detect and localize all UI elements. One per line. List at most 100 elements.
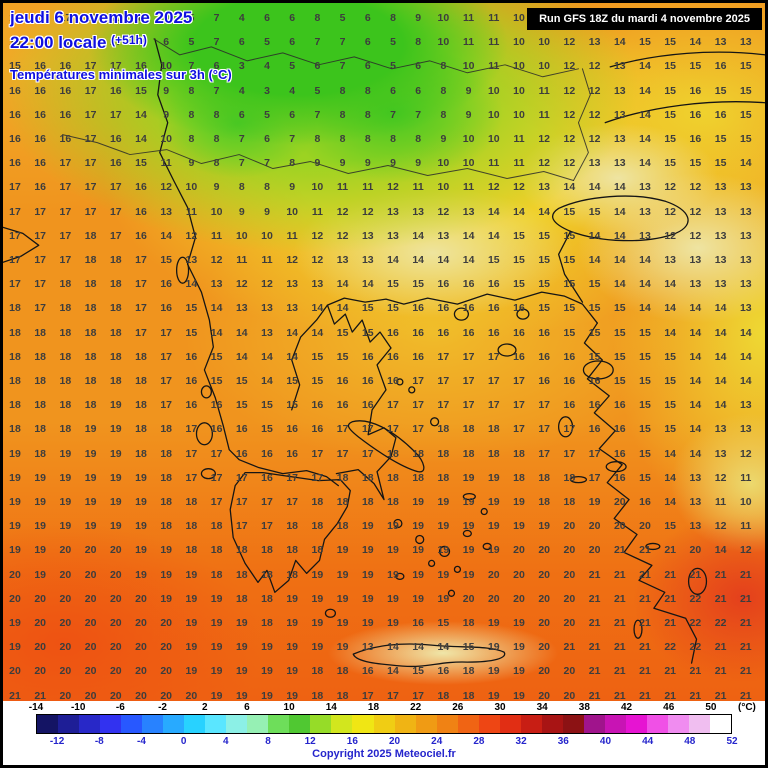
temp-value: 15: [689, 157, 702, 170]
temp-value: 7: [264, 157, 270, 170]
colorbar-segment: [604, 715, 626, 733]
temp-value: 15: [588, 302, 601, 315]
temp-value: 22: [689, 617, 702, 629]
temp-value: 16: [513, 326, 525, 339]
temp-value: 8: [339, 133, 346, 145]
temp-value: 15: [613, 375, 626, 387]
temp-value: 15: [639, 36, 651, 49]
temp-value: 10: [437, 36, 450, 49]
temp-value: 6: [213, 60, 220, 73]
temp-value: 12: [714, 471, 727, 484]
temp-value: 19: [135, 544, 147, 557]
temp-value: 20: [84, 689, 97, 701]
island-thasos: [453, 307, 469, 321]
colorbar-segment: [541, 715, 563, 733]
temp-value: 19: [261, 689, 273, 701]
temp-value: 12: [311, 229, 324, 242]
temp-value: 20: [513, 544, 525, 557]
temp-value: 10: [513, 36, 525, 49]
temp-value: 19: [437, 520, 450, 533]
temp-value: 18: [9, 423, 21, 436]
temp-value: 10: [311, 181, 324, 194]
temp-value: 18: [185, 520, 198, 533]
temp-value: 8: [188, 84, 195, 97]
temp-value: 15: [664, 157, 677, 170]
temp-value: 20: [588, 520, 601, 533]
temp-value: 14: [639, 133, 651, 145]
temp-value: 16: [689, 84, 702, 97]
temp-value: 21: [714, 665, 727, 678]
temp-value: 14: [639, 254, 651, 266]
temp-value: 8: [213, 157, 220, 170]
temp-value: 16: [210, 399, 223, 412]
temp-value: 18: [84, 399, 97, 412]
weather-map[interactable]: 16 16 17 16 16 8 3 5 7 4 6 6 8 5 6 8 9 10 11 11 10 12 13 14 15 15…: [3, 3, 765, 701]
temp-value: 17: [84, 84, 97, 97]
temp-value: 15: [613, 350, 626, 363]
temp-value: 18: [160, 520, 173, 533]
island-limnos: [497, 343, 517, 357]
temp-value: 19: [387, 617, 399, 629]
temp-value: 17: [34, 278, 47, 291]
temp-value: 19: [336, 641, 349, 654]
temp-value: 16: [135, 36, 147, 49]
temp-value: 20: [59, 592, 72, 605]
island-santorini: [447, 589, 456, 597]
island-cyclades-2: [415, 534, 425, 545]
temp-value: 18: [109, 375, 122, 387]
scale-label: -14: [28, 702, 44, 713]
temp-value: 16: [412, 350, 425, 363]
temp-value: 17: [336, 423, 349, 436]
temp-value: 18: [311, 544, 324, 557]
colorbar-segment: [394, 715, 416, 733]
temp-value: 21: [689, 665, 702, 678]
temp-value: 9: [238, 205, 245, 218]
temp-value: 16: [613, 423, 626, 436]
temp-value: 21: [714, 689, 727, 701]
temp-value: 19: [9, 520, 21, 533]
temp-value: 14: [387, 254, 399, 266]
colorbar-segment: [520, 715, 542, 733]
map-parameter-title: Températures minimales sur 3h (°C): [10, 67, 232, 82]
temp-value: 12: [739, 544, 752, 557]
temp-value: 16: [387, 326, 399, 339]
temp-value: 13: [714, 36, 727, 49]
temp-value: 15: [563, 254, 576, 266]
temp-value: 19: [487, 641, 500, 654]
temp-value: 20: [84, 617, 97, 629]
temp-value: 21: [689, 689, 702, 701]
temp-value: 14: [135, 133, 147, 145]
temp-value: 14: [664, 447, 677, 460]
temp-value: 17: [135, 278, 147, 291]
temp-value: 19: [210, 665, 223, 678]
temp-value: 19: [160, 592, 173, 605]
temp-value: 8: [339, 84, 346, 97]
temp-value: 19: [437, 544, 450, 557]
temp-value: 19: [412, 496, 425, 508]
temp-value: 20: [160, 689, 173, 701]
temp-value: 13: [714, 229, 727, 242]
temp-value: 20: [84, 592, 97, 605]
temp-value: 14: [235, 326, 248, 339]
temp-value: 9: [364, 157, 371, 170]
temp-value: 16: [9, 84, 21, 97]
temp-value: 16: [9, 108, 21, 121]
temp-value: 18: [34, 399, 47, 412]
temp-value: 7: [238, 133, 245, 145]
temp-value: 17: [84, 108, 97, 121]
temp-value: 18: [336, 689, 349, 701]
temp-value: 16: [387, 350, 399, 363]
temp-value: 17: [210, 496, 223, 508]
coastline-thrace: [326, 291, 598, 324]
temp-value: 12: [563, 108, 576, 121]
temp-value: 19: [34, 568, 47, 581]
temp-value: 18: [210, 568, 223, 581]
temp-value: 21: [664, 689, 677, 701]
temp-value: 10: [210, 205, 223, 218]
temp-value: 18: [235, 592, 248, 605]
temp-value: 16: [361, 399, 374, 412]
temp-value: 19: [9, 544, 21, 557]
temp-value: 16: [412, 302, 425, 315]
temp-value: 21: [639, 544, 651, 557]
scale-label: 18: [367, 702, 380, 713]
